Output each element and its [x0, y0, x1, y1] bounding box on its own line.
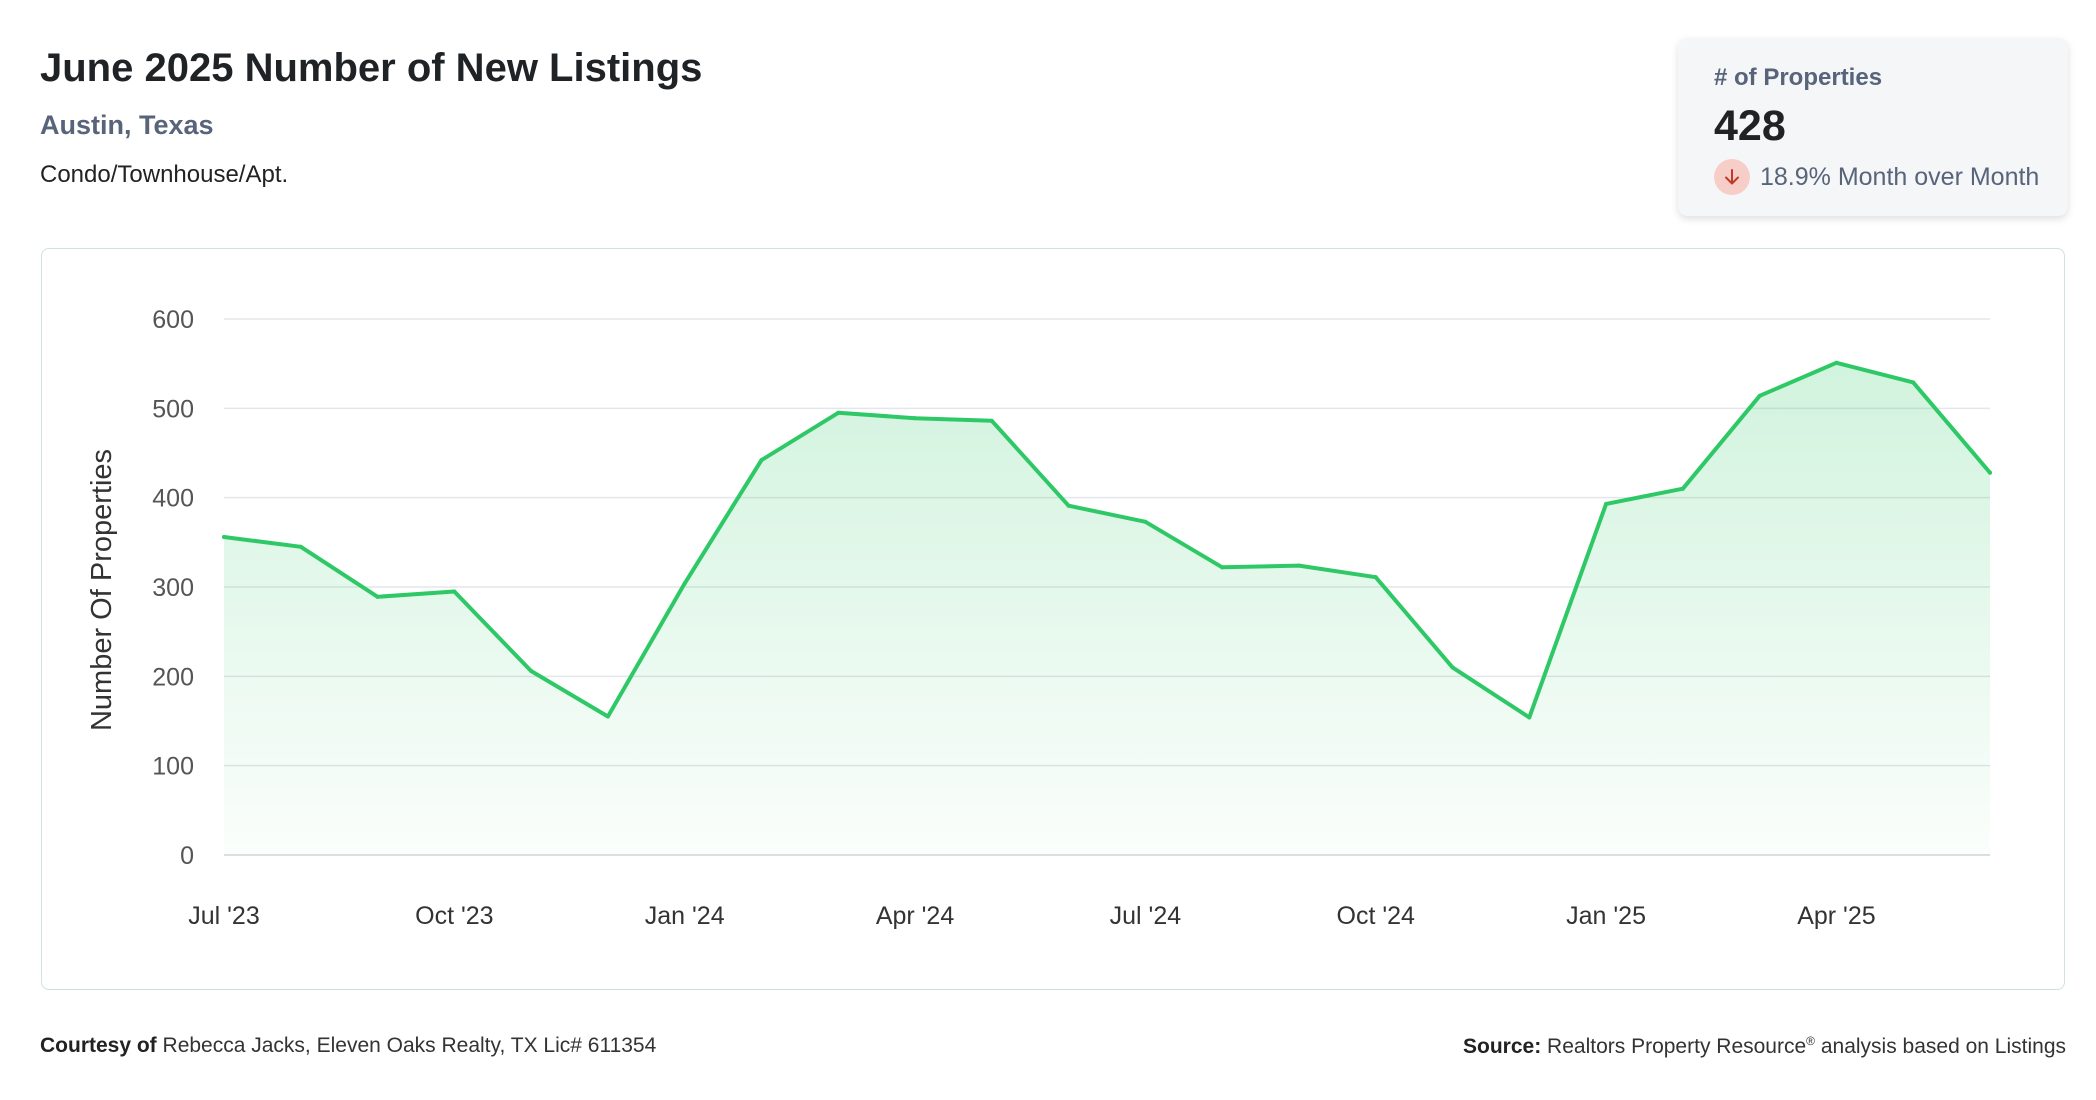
data-point — [682, 581, 687, 586]
x-tick-label: Oct '24 — [1337, 902, 1416, 930]
stat-change: 18.9% Month over Month — [1714, 159, 2068, 195]
courtesy-text: Rebecca Jacks, Eleven Oaks Realty, TX Li… — [162, 1034, 657, 1057]
data-point — [1680, 486, 1685, 491]
data-point — [989, 418, 994, 423]
data-point — [1988, 470, 1992, 475]
data-point — [1911, 380, 1916, 385]
property-type-label: Condo/Townhouse/Apt. — [40, 161, 289, 188]
stat-label: # of Properties — [1714, 64, 1883, 91]
new-listings-chart: 0 100 200 300 400 500 600 Jul '23 Oct '23 Jan '2… — [86, 306, 1992, 930]
y-tick-label: 400 — [152, 485, 194, 513]
data-point — [913, 416, 918, 421]
y-tick-label: 0 — [180, 842, 194, 870]
data-point — [1066, 503, 1071, 508]
data-point — [1450, 665, 1455, 670]
data-point — [452, 589, 457, 594]
arrow-down-icon — [1714, 159, 1750, 195]
data-point — [529, 668, 534, 673]
data-point — [1604, 501, 1609, 506]
data-point — [222, 534, 226, 539]
y-tick-label: 300 — [152, 574, 194, 602]
data-point — [1373, 575, 1378, 580]
y-axis-label: Number Of Properties — [86, 449, 118, 731]
data-point — [1834, 360, 1839, 365]
y-tick-label: 100 — [152, 753, 194, 781]
page-title: June 2025 Number of New Listings — [40, 46, 703, 90]
y-tick-label: 200 — [152, 663, 194, 691]
x-tick-label: Jul '24 — [1110, 902, 1182, 930]
data-point — [1757, 393, 1762, 398]
stat-change-text: 18.9% Month over Month — [1760, 162, 2040, 191]
source-label: Source: — [1463, 1035, 1542, 1058]
data-point — [375, 594, 380, 599]
source-name: Realtors Property Resource — [1547, 1035, 1807, 1058]
x-tick-label: Apr '24 — [876, 902, 955, 930]
x-tick-label: Jul '23 — [188, 902, 259, 930]
y-tick-label: 600 — [152, 306, 194, 334]
data-point — [605, 714, 610, 719]
data-point — [759, 458, 764, 463]
data-point — [1296, 563, 1301, 568]
x-tick-label: Oct '23 — [415, 902, 493, 930]
stat-value: 428 — [1714, 102, 1786, 150]
data-point — [1143, 519, 1148, 524]
x-tick-label: Jan '25 — [1566, 902, 1646, 930]
data-point — [1527, 715, 1532, 720]
registered-mark: ® — [1806, 1034, 1815, 1048]
source-footer: Source: Realtors Property Resource® anal… — [1463, 1034, 2066, 1059]
courtesy-label: Courtesy of — [40, 1034, 157, 1057]
x-tick-label: Jan '24 — [645, 902, 725, 930]
courtesy-footer: Courtesy of Rebecca Jacks, Eleven Oaks R… — [40, 1034, 656, 1058]
area-fill — [224, 362, 1990, 855]
source-text: analysis based on Listings — [1820, 1035, 2066, 1058]
data-point — [298, 544, 303, 549]
stat-card: # of Properties 428 18.9% Month over Mon… — [1678, 38, 2068, 216]
data-point — [1220, 565, 1225, 570]
location-subtitle: Austin, Texas — [40, 110, 214, 140]
chart-card: 0 100 200 300 400 500 600 Jul '23 Oct '23 Jan '2… — [41, 248, 2065, 990]
y-tick-label: 500 — [152, 395, 194, 423]
data-point — [836, 410, 841, 415]
x-tick-label: Apr '25 — [1797, 902, 1875, 930]
series-line — [222, 360, 1992, 720]
